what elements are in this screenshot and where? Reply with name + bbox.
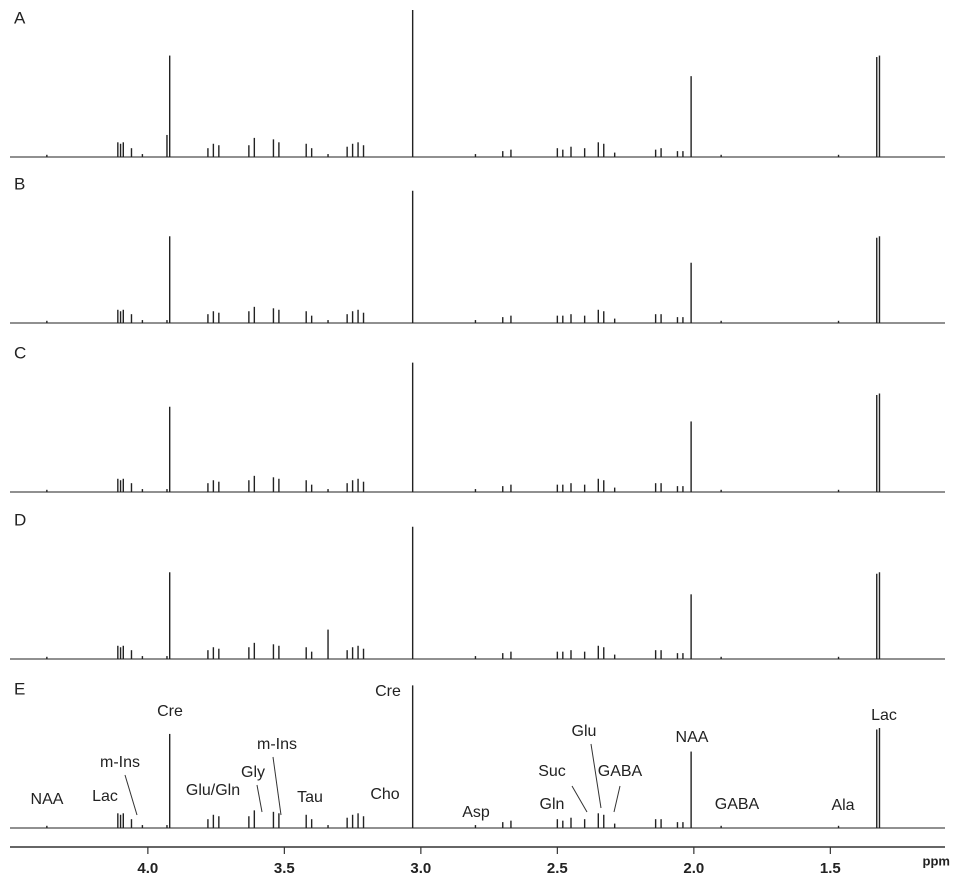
- annotation: GABA: [598, 763, 643, 780]
- annotation: NAA: [676, 729, 709, 746]
- annotation: Ala: [831, 797, 854, 814]
- annotation: Glu: [572, 723, 597, 740]
- panel-label: B: [14, 174, 25, 193]
- panel-label: D: [14, 510, 26, 529]
- annotation: GABA: [715, 796, 760, 813]
- annotation: Asp: [462, 804, 490, 821]
- annotation: NAA: [31, 791, 64, 808]
- annotation-leader: [272, 756, 282, 816]
- annotation: Tau: [297, 789, 323, 806]
- panel-label: A: [14, 8, 26, 27]
- x-tick-label: 4.0: [137, 860, 158, 877]
- panel-label: E: [14, 679, 25, 698]
- panel-label: C: [14, 343, 26, 362]
- x-tick-label: 3.5: [274, 860, 295, 877]
- annotation: Cre: [157, 703, 183, 720]
- annotation-leader: [613, 785, 621, 813]
- annotation: Cre: [375, 683, 401, 700]
- annotation: m-Ins: [257, 736, 297, 753]
- annotation: Suc: [538, 763, 566, 780]
- annotation-leader: [256, 784, 263, 813]
- annotation: Cho: [370, 786, 399, 803]
- x-tick-label: 3.0: [410, 860, 431, 877]
- x-tick-label: 2.0: [683, 860, 704, 877]
- x-tick-label: 2.5: [547, 860, 568, 877]
- x-tick-label: 1.5: [820, 860, 841, 877]
- x-axis-label: ppm: [923, 853, 950, 868]
- annotation: Glu/Gln: [186, 782, 240, 799]
- annotation: m-Ins: [100, 754, 140, 771]
- annotation: Lac: [871, 707, 897, 724]
- annotation: Gly: [241, 764, 265, 781]
- annotation: Gln: [540, 796, 565, 813]
- annotation-leader: [590, 743, 602, 809]
- annotation-leader: [571, 785, 588, 813]
- annotation-leader: [124, 774, 138, 816]
- annotation: Lac: [92, 788, 118, 805]
